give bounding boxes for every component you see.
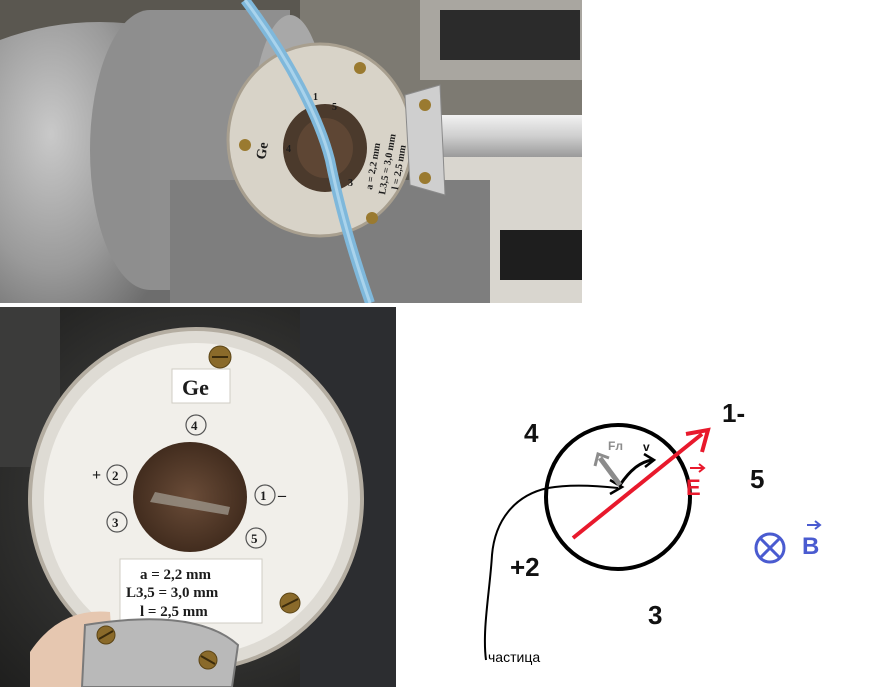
b-vector-accent-icon [807, 520, 822, 530]
lorentz-force-label: Fл [608, 439, 623, 453]
e-field-arrow [571, 432, 704, 540]
contact-5-label: 5 [750, 464, 764, 494]
contact-4-label: 4 [524, 418, 539, 448]
velocity-label: v [643, 440, 650, 454]
contact-3-label: 3 [112, 515, 119, 530]
e-field-label: E [686, 475, 701, 500]
contact-4-marker: 4 [185, 414, 207, 436]
contact-2-label: +2 [510, 552, 540, 582]
lorentz-force-arrowhead [593, 452, 610, 467]
contact-2-label: 2 [112, 468, 119, 483]
contact-3-label: 3 [348, 178, 353, 189]
contact-1-label: 1 [313, 92, 318, 103]
dim-l: l = 2,5 mm [140, 604, 208, 620]
contact-1-label: 1- [722, 398, 745, 428]
e-vector-accent-icon [690, 463, 706, 473]
minus-sign: – [277, 487, 287, 504]
dim-a: a = 2,2 mm [140, 567, 212, 583]
plus-sign: + [92, 467, 101, 484]
sample-label: Ge [254, 141, 272, 160]
contact-2-marker: + 2 [92, 464, 128, 486]
contact-1-marker: 1 – [254, 484, 287, 506]
contact-5-marker: 5 [245, 527, 267, 549]
contact-5-label: 5 [332, 102, 337, 113]
trajectory-arrowhead [609, 478, 625, 496]
particle-label: частица [488, 649, 540, 665]
contact-4-label: 4 [286, 144, 291, 155]
velocity-arrowhead [643, 452, 657, 468]
lorentz-force-arrow [597, 456, 623, 487]
diagram-canvas: Fл v E 4 1- 5 +2 3 B частица [483, 398, 822, 665]
contact-1-label: 1 [260, 488, 267, 503]
cross-in-circle-icon [754, 532, 786, 564]
contact-5-label: 5 [251, 531, 258, 546]
sample-outline [544, 423, 692, 571]
photo-top: Ge 4 1 5 3 2 a = 2,2 mm L3,5 = 3,0 mm l … [0, 0, 582, 303]
dim-l35: L3,5 = 3,0 mm [126, 585, 219, 601]
contact-3-marker: 3 [106, 511, 128, 533]
b-field-label: B [802, 533, 819, 560]
particle-trajectory [483, 484, 619, 661]
contact-3-label: 3 [648, 600, 662, 630]
hall-effect-diagram: Fл v E 4 1- 5 +2 3 B частица [440, 330, 876, 687]
sample-holder-photo-front: Ge 4 + 2 1 – 3 5 a = 2,2 mm L3,5 = 3,0 m… [0, 307, 396, 687]
sample-label: Ge [182, 375, 209, 400]
contact-4-label: 4 [191, 418, 198, 433]
photo-bottom: Ge 4 + 2 1 – 3 5 a = 2,2 mm L3,5 = 3,0 m… [0, 307, 396, 687]
velocity-arrow [618, 458, 653, 486]
e-field-arrowhead [685, 427, 711, 453]
sample-holder-photo-angled: Ge 4 1 5 3 2 a = 2,2 mm L3,5 = 3,0 mm l … [0, 0, 582, 303]
